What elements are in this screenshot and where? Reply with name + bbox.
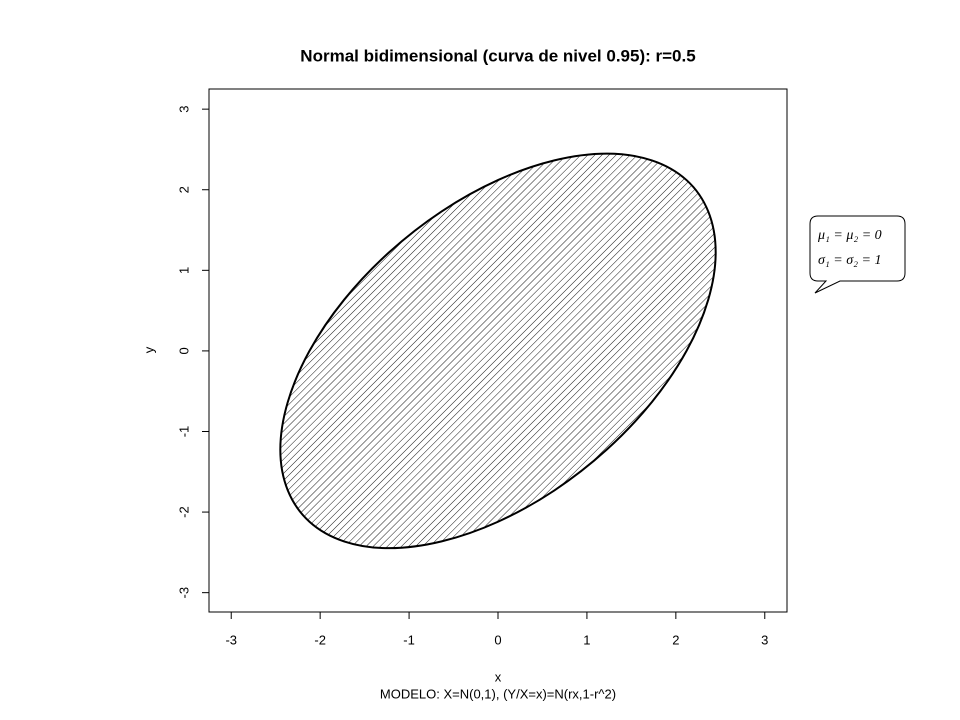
x-tick-label: -1 xyxy=(403,632,415,647)
y-tick-label: -1 xyxy=(176,426,191,438)
y-tick-label: 2 xyxy=(176,186,191,193)
chart-title: Normal bidimensional (curva de nivel 0.9… xyxy=(300,46,695,65)
y-tick-label: 3 xyxy=(176,106,191,113)
callout-text: σ₁ = σ₂ = 1 xyxy=(818,253,881,268)
x-axis-label: x xyxy=(495,669,502,684)
x-tick-label: 0 xyxy=(494,632,501,647)
x-tick-label: 1 xyxy=(583,632,590,647)
contour xyxy=(279,152,717,550)
callout-bubble xyxy=(809,215,906,294)
x-tick-label: 2 xyxy=(672,632,679,647)
y-tick-label: 1 xyxy=(176,267,191,274)
y-axis-label: y xyxy=(141,346,156,353)
subtitle: MODELO: X=N(0,1), (Y/X=x)=N(rx,1-r^2) xyxy=(380,686,616,701)
x-tick-label: -3 xyxy=(225,632,237,647)
y-tick-label: -3 xyxy=(176,587,191,599)
callout-text: μ₁ = μ₂ = 0 xyxy=(817,228,882,243)
y-tick-label: 0 xyxy=(176,347,191,354)
y-tick-label: -2 xyxy=(176,506,191,518)
x-tick-label: 3 xyxy=(761,632,768,647)
x-tick-label: -2 xyxy=(314,632,326,647)
